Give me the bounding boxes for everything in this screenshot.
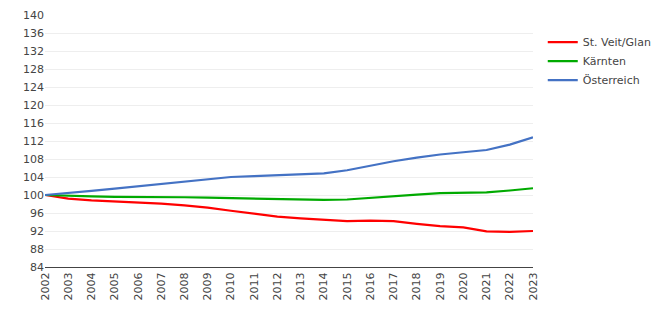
svg-text:2006: 2006 [132, 272, 145, 300]
svg-text:88: 88 [30, 243, 44, 256]
svg-text:136: 136 [23, 27, 44, 40]
svg-text:112: 112 [23, 135, 44, 148]
svg-text:2009: 2009 [201, 272, 214, 300]
svg-text:2019: 2019 [434, 272, 447, 300]
svg-text:2004: 2004 [85, 272, 98, 300]
svg-text:108: 108 [23, 153, 44, 166]
svg-text:100: 100 [23, 189, 44, 202]
svg-text:2023: 2023 [527, 272, 540, 300]
svg-text:2002: 2002 [39, 272, 52, 300]
svg-text:2021: 2021 [480, 272, 493, 300]
svg-text:2016: 2016 [364, 272, 377, 300]
svg-text:92: 92 [30, 225, 44, 238]
svg-text:120: 120 [23, 99, 44, 112]
svg-text:2008: 2008 [178, 272, 191, 300]
svg-text:Kärnten: Kärnten [583, 55, 626, 68]
svg-text:2022: 2022 [503, 272, 516, 300]
svg-text:2017: 2017 [387, 272, 400, 300]
svg-text:2013: 2013 [294, 272, 307, 300]
svg-text:Österreich: Österreich [583, 74, 640, 87]
svg-text:2005: 2005 [108, 272, 121, 300]
svg-text:2020: 2020 [457, 272, 470, 300]
svg-text:116: 116 [23, 117, 44, 130]
svg-text:2012: 2012 [271, 272, 284, 300]
svg-text:96: 96 [30, 207, 44, 220]
svg-text:132: 132 [23, 45, 44, 58]
svg-text:2007: 2007 [155, 272, 168, 300]
svg-text:124: 124 [23, 81, 44, 94]
svg-text:2010: 2010 [224, 272, 237, 300]
svg-text:140: 140 [23, 9, 44, 22]
svg-text:104: 104 [23, 171, 44, 184]
svg-text:2015: 2015 [341, 272, 354, 300]
svg-text:84: 84 [30, 261, 44, 274]
svg-text:128: 128 [23, 63, 44, 76]
svg-text:2003: 2003 [62, 272, 75, 300]
svg-text:2018: 2018 [410, 272, 423, 300]
svg-text:St. Veit/Glan: St. Veit/Glan [583, 36, 651, 49]
svg-text:2011: 2011 [248, 272, 261, 300]
svg-text:2014: 2014 [317, 272, 330, 300]
